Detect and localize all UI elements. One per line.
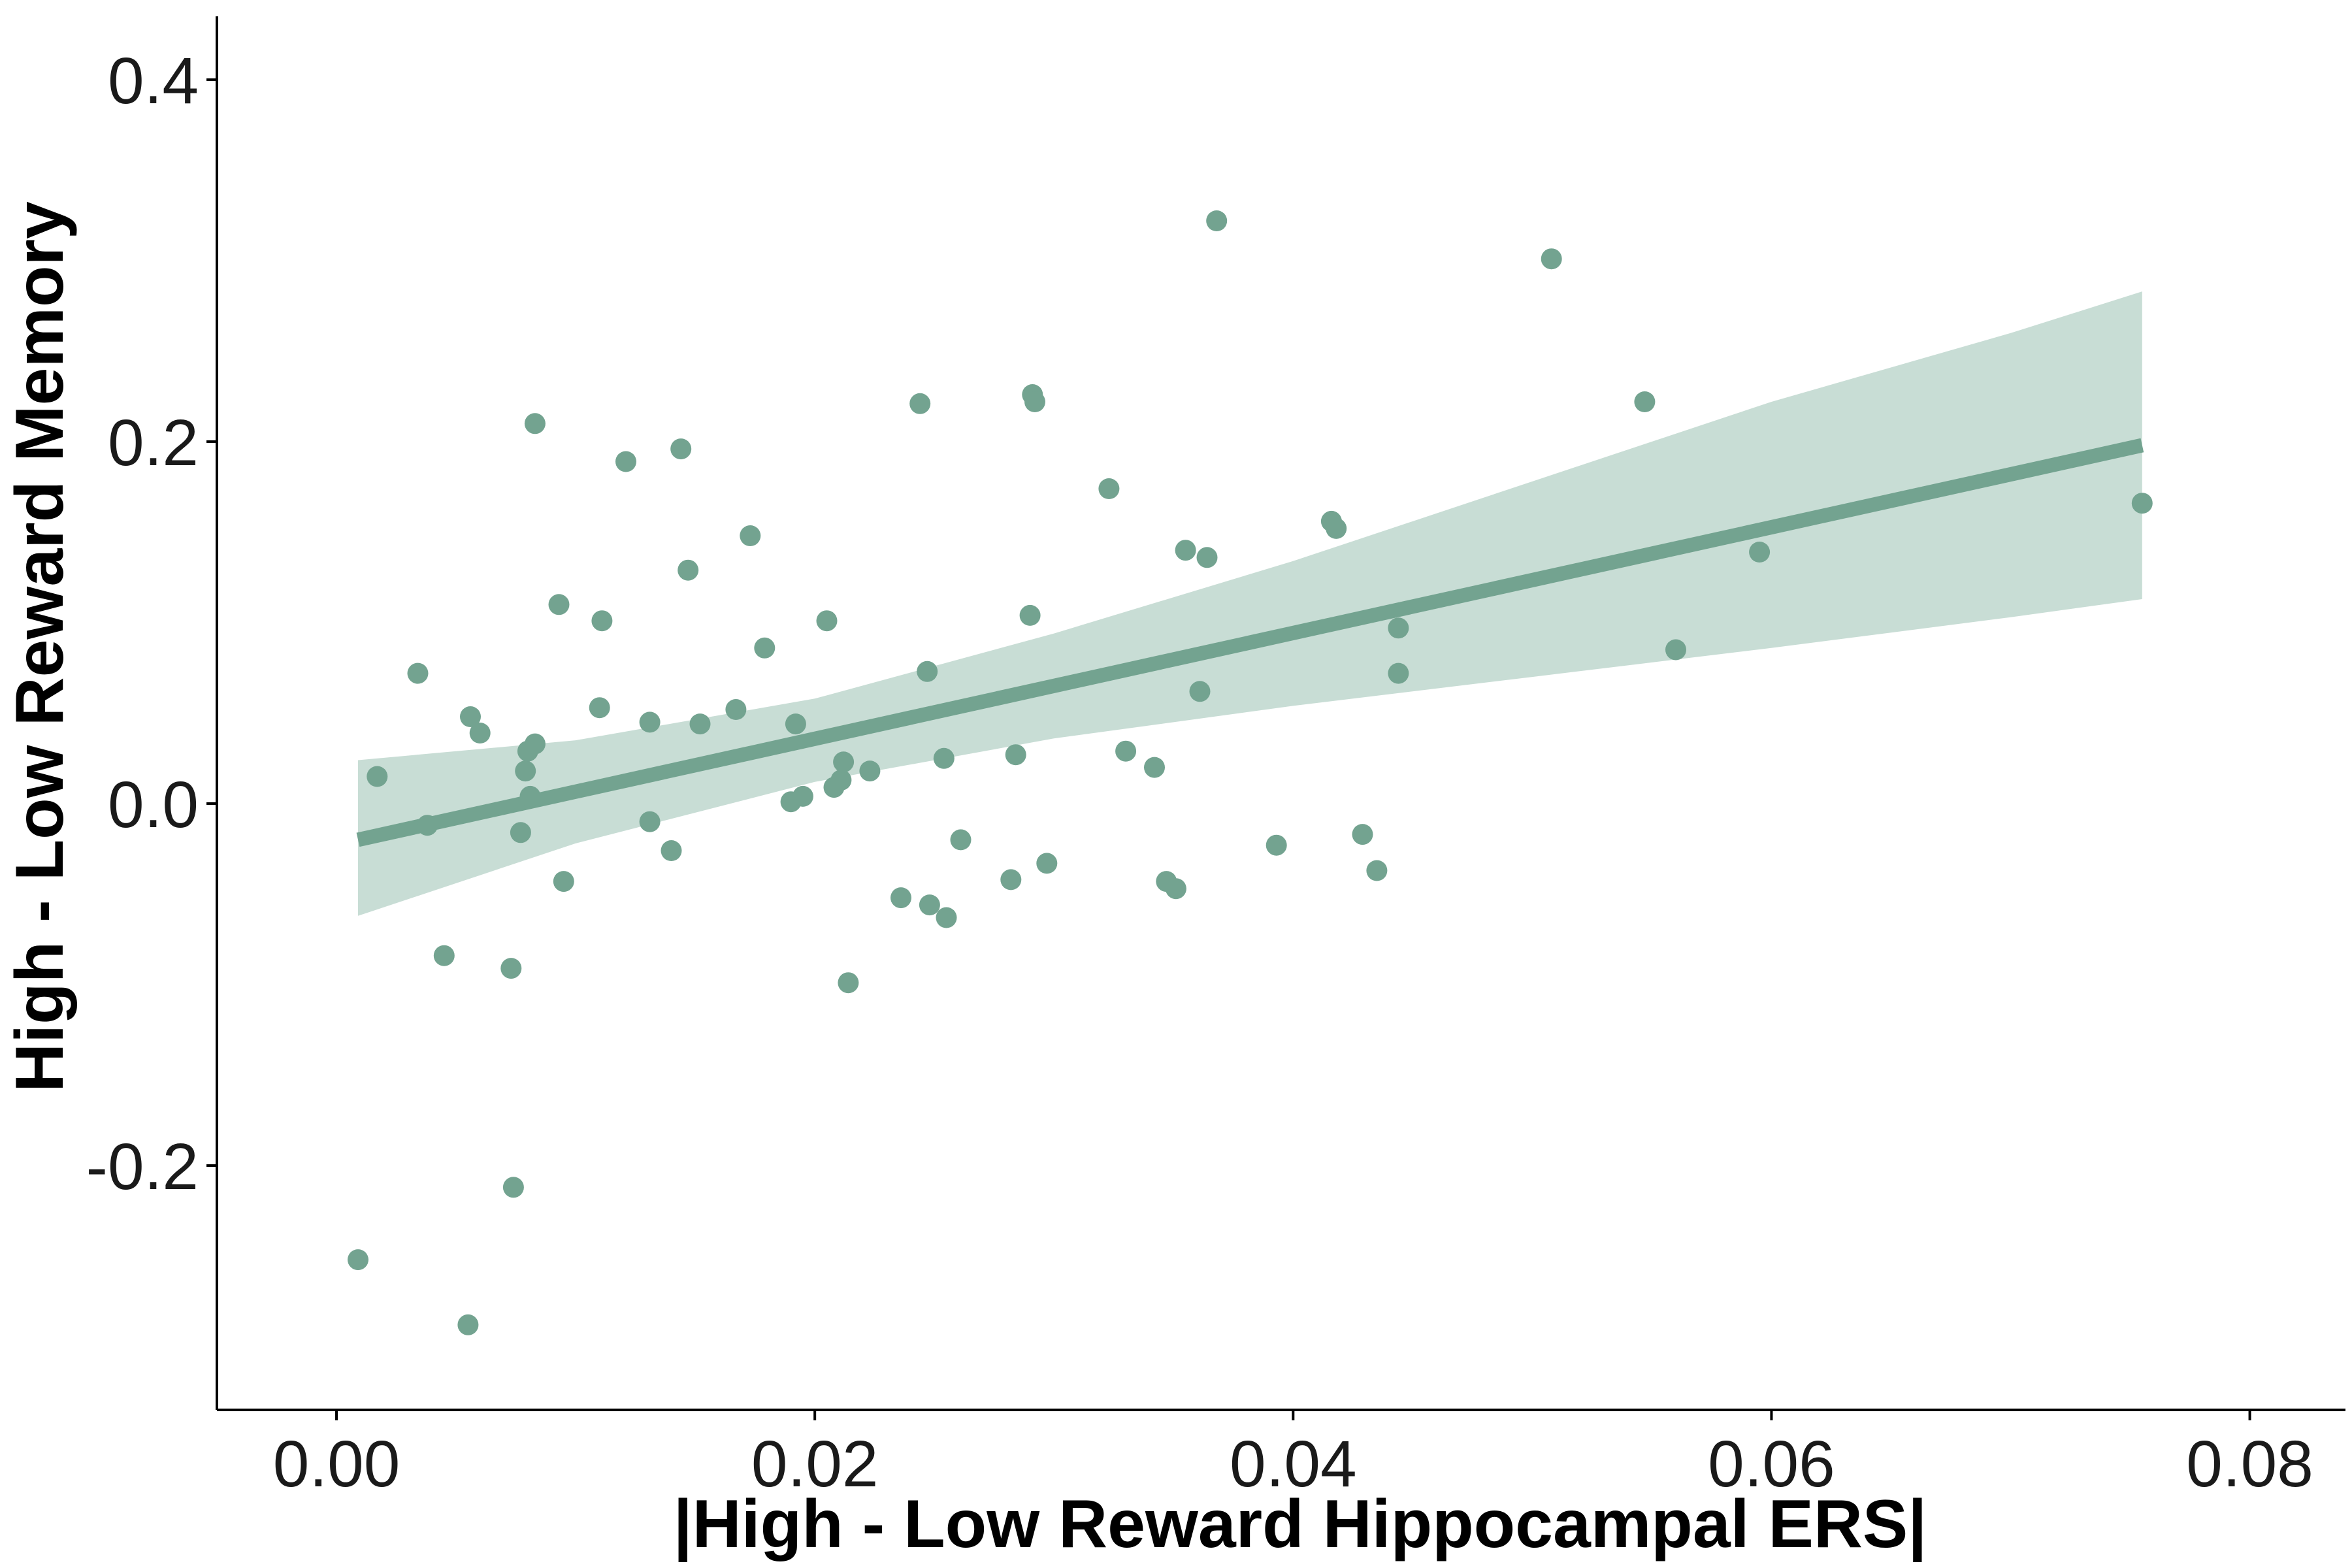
regression-line [356, 438, 2144, 847]
data-point [1024, 391, 1045, 412]
data-point [917, 661, 938, 682]
data-point [591, 610, 613, 632]
data-point [407, 662, 429, 684]
data-point [909, 393, 931, 414]
data-point [725, 699, 747, 720]
data-point [510, 822, 531, 843]
x-tick-label: 0.04 [1230, 1428, 1357, 1501]
data-point [859, 760, 881, 782]
data-point [367, 766, 388, 787]
x-tick-label: 0.08 [2186, 1428, 2313, 1501]
data-point [661, 840, 682, 861]
data-point [933, 747, 955, 769]
data-point [553, 871, 574, 892]
data-point [919, 894, 940, 916]
data-point [1005, 744, 1026, 766]
data-point [460, 706, 481, 727]
data-point [890, 887, 911, 909]
data-point [639, 711, 661, 733]
data-point [1206, 210, 1228, 231]
data-point [524, 733, 546, 755]
data-point [1175, 540, 1196, 561]
data-point [1326, 517, 1347, 539]
y-tick-label: 0.2 [108, 406, 199, 480]
data-point [1266, 834, 1287, 856]
data-point [524, 413, 546, 434]
data-point [740, 525, 761, 546]
data-point [1749, 542, 1771, 563]
data-point [1352, 824, 1373, 845]
data-point [348, 1249, 368, 1271]
fit-line-layer [356, 438, 2144, 847]
data-point [519, 785, 541, 807]
data-point [670, 438, 692, 460]
data-point [1036, 853, 1058, 874]
data-point [838, 972, 859, 994]
data-point [502, 1177, 524, 1198]
data-point [1165, 878, 1186, 900]
y-tick-label: 0.4 [108, 44, 199, 118]
y-tick-label: 0.0 [108, 768, 199, 841]
data-point [1388, 662, 1409, 684]
data-point [785, 713, 806, 735]
data-point [1366, 860, 1388, 881]
data-point [589, 697, 610, 719]
confidence-band [358, 291, 2142, 916]
data-point [469, 723, 491, 743]
data-point [792, 785, 813, 807]
points-layer [348, 210, 2153, 1335]
data-point [1541, 248, 1562, 270]
data-point [433, 945, 455, 966]
data-point [515, 760, 536, 782]
data-point [1634, 391, 1656, 412]
data-point [639, 811, 661, 832]
x-tick-label: 0.06 [1708, 1428, 1835, 1501]
data-point [1144, 757, 1165, 778]
data-point [417, 815, 438, 836]
data-point [1000, 869, 1022, 890]
x-tick-label: 0.00 [273, 1428, 400, 1501]
data-point [833, 751, 855, 773]
data-point [950, 829, 972, 851]
data-point [936, 907, 957, 928]
confidence-band-layer [358, 291, 2142, 916]
data-point [830, 770, 852, 791]
data-point [689, 713, 711, 735]
x-axis-title: |High - Low Reward Hippocampal ERS| [674, 1486, 1927, 1563]
data-point [816, 610, 838, 632]
data-point [1196, 547, 1218, 568]
axes-layer: 0.00 0.02 0.04 0.06 0.08 -0.2 0.0 0.2 0.4 [86, 16, 2345, 1501]
data-point [548, 594, 570, 615]
data-point [754, 637, 776, 659]
data-point [1098, 478, 1120, 499]
data-point [1388, 617, 1409, 639]
data-point [457, 1314, 479, 1335]
data-point [500, 958, 522, 979]
x-tick-label: 0.02 [751, 1428, 879, 1501]
data-point [615, 451, 636, 472]
data-point [1189, 681, 1211, 702]
data-point [678, 559, 699, 581]
y-tick-label: -0.2 [86, 1130, 199, 1203]
data-point [1019, 604, 1041, 626]
data-point [1665, 639, 1686, 661]
data-point [1115, 740, 1137, 762]
y-axis-title: High - Low Reward Memory [2, 201, 78, 1092]
data-point [2131, 493, 2153, 514]
